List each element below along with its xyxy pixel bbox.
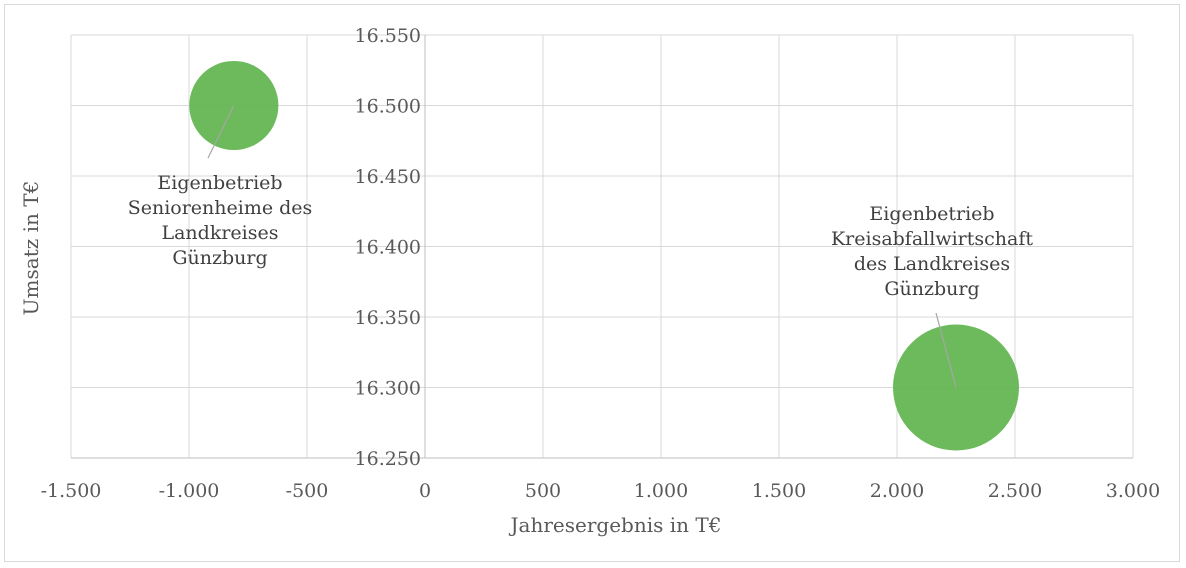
y-tick-label: 16.500 [355, 96, 421, 118]
axes [71, 35, 1133, 459]
y-tick-label: 16.400 [355, 237, 421, 259]
y-axis-title: Umsatz in T€ [19, 181, 43, 316]
bubble-label: Günzburg [172, 247, 267, 269]
y-tick-label: 16.550 [355, 25, 421, 47]
x-tick-label: 500 [525, 480, 561, 502]
x-axis-title: Jahresergebnis in T€ [509, 513, 722, 537]
x-tick-label: -1.500 [41, 480, 102, 502]
x-tick-labels: -1.500 -1.000 -500 0 500 1.000 1.500 2.000 2.500… [41, 480, 1161, 502]
x-tick-label: 1.000 [634, 480, 688, 502]
leader-line [935, 312, 957, 388]
y-tick-label: 16.450 [355, 166, 421, 188]
x-tick-label: -1.000 [159, 480, 220, 502]
bubble-label: Kreisabfallwirtschaft [831, 228, 1033, 250]
x-tick-label: 1.500 [752, 480, 806, 502]
y-tick-label: 16.300 [355, 378, 421, 400]
bubble-label: Landkreises [161, 222, 278, 244]
bubble-label: des Landkreises [854, 253, 1010, 275]
bubble-label: Eigenbetrieb [157, 172, 282, 194]
y-tick-label: 16.250 [355, 448, 421, 470]
leader-line [207, 105, 235, 159]
x-tick-label: -500 [286, 480, 329, 502]
bubble-label: Günzburg [884, 278, 979, 300]
bubble-label: Eigenbetrieb [869, 203, 994, 225]
bubble-labels: Eigenbetrieb Seniorenheime des Landkreises… [128, 172, 1034, 300]
label-leaders [207, 105, 957, 388]
y-tick-labels: 16.250 16.300 16.350 16.400 16.450 16.500 16.5… [355, 25, 421, 470]
x-tick-label: 2.000 [870, 480, 924, 502]
y-tick-label: 16.350 [355, 307, 421, 329]
x-tick-label: 0 [419, 480, 431, 502]
bubble-label: Seniorenheime des [128, 197, 313, 219]
x-tick-label: 2.500 [988, 480, 1042, 502]
x-tick-label: 3.000 [1106, 480, 1160, 502]
